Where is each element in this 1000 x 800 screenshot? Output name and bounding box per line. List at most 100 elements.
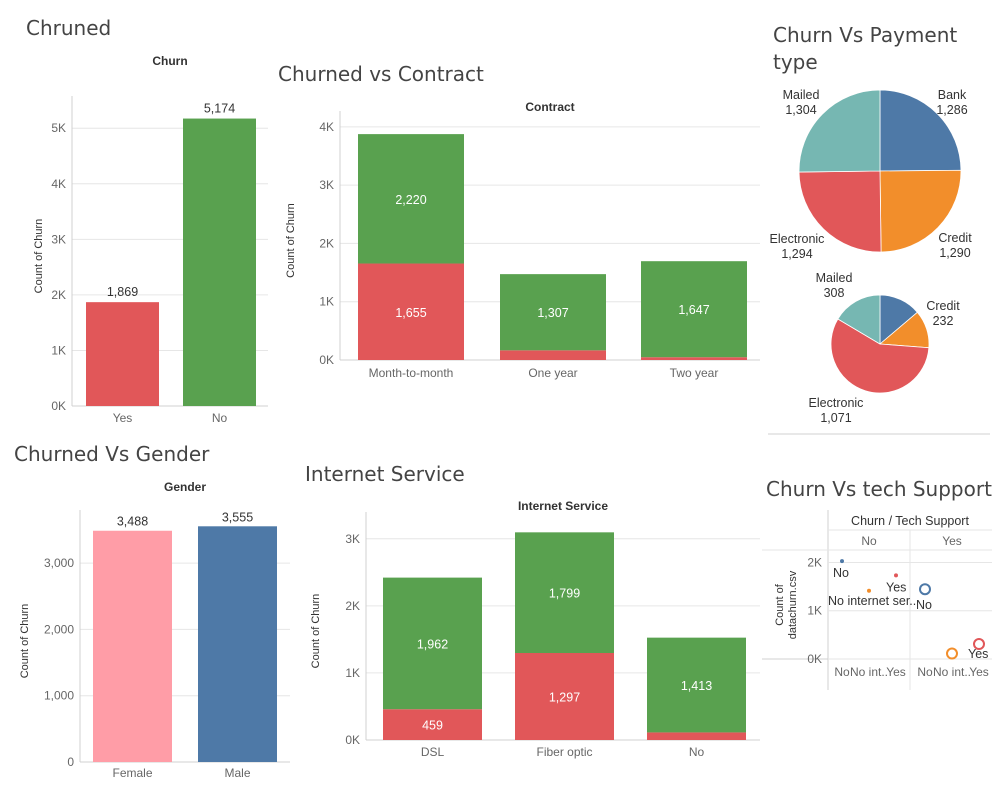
internet-ytick-label: 3K (345, 532, 360, 546)
contract-segment-label: 2,220 (395, 193, 426, 207)
tech-x-tick-label: Yes (969, 665, 989, 679)
gender-x-tick-label: Male (224, 766, 250, 780)
contract-x-tick-label: Month-to-month (369, 366, 454, 380)
payment-slice-name: Electronic (770, 232, 825, 246)
tech-y-axis-title-line1: Count of (774, 583, 786, 626)
gender-ytick-label: 3,000 (44, 556, 74, 570)
internet-bar-segment (647, 732, 746, 740)
tech-y-axis-title-line2: datachurn.csv (787, 570, 799, 639)
tech-point (973, 638, 985, 651)
churned-value-label: 1,869 (107, 285, 138, 299)
tech-point-label: No internet ser.. (828, 594, 916, 608)
gender-header: Gender (164, 480, 206, 494)
payment-pie-slice-electronic (798, 170, 882, 253)
payment-slice-name: Mailed (816, 271, 853, 285)
internet-ytick-label: 1K (345, 666, 360, 680)
internet-segment-label: 1,297 (549, 691, 580, 705)
contract-bar-segment (500, 350, 606, 360)
internet-bar-segment (383, 577, 482, 710)
tech-panel-label: No (861, 534, 877, 548)
tech-point-label: Yes (886, 580, 906, 594)
internet-bar-segment (515, 532, 614, 654)
tech-ytick-label: 2K (807, 555, 822, 569)
tech-ytick-label: 1K (807, 604, 822, 618)
churned-ytick-label: 2K (51, 288, 66, 302)
churned-header: Churn (152, 54, 187, 68)
tech-x-tick-label: No int.. (850, 665, 888, 679)
tech-ytick-label: 0K (807, 652, 822, 666)
payment-pie-slice-mailed (837, 294, 881, 345)
tech-point-label: No (833, 566, 849, 580)
gender-ytick-label: 2,000 (44, 622, 74, 636)
contract-segment-label: 1,655 (395, 306, 426, 320)
tech-x-tick-label: Yes (886, 665, 906, 679)
payment-slice-value: 1,290 (939, 246, 970, 260)
contract-ytick-label: 1K (319, 295, 334, 309)
internet-bar-segment (647, 637, 746, 733)
payment-slice-value: 1,071 (820, 411, 851, 425)
internet-x-tick-label: Fiber optic (536, 745, 592, 759)
payment-slice-value: 1,294 (781, 247, 812, 261)
internet-ytick-label: 2K (345, 599, 360, 613)
churned-ytick-label: 1K (51, 343, 66, 357)
chart-title-contract: Churned vs Contract (278, 62, 484, 86)
payment-slice-value: 232 (933, 314, 954, 328)
contract-ytick-label: 3K (319, 178, 334, 192)
gender-y-axis-title: Count of Churn (19, 604, 31, 679)
contract-bar-segment (641, 357, 747, 360)
tech-panel-label: Yes (942, 534, 962, 548)
tech-point (894, 573, 898, 578)
contract-y-axis-title: Count of Churn (285, 203, 297, 278)
internet-bar-segment (383, 709, 482, 740)
gender-value-label: 3,555 (222, 510, 253, 524)
contract-segment-label: 1,647 (678, 303, 709, 317)
contract-ytick-label: 2K (319, 236, 334, 250)
chart-title-churned: Chruned (26, 16, 112, 40)
gender-bar-female (93, 530, 172, 762)
gender-x-tick-label: Female (112, 766, 152, 780)
tech-point (946, 647, 958, 660)
tech-point (867, 588, 871, 593)
gender-ytick-label: 1,000 (44, 689, 74, 703)
contract-ytick-label: 0K (319, 353, 334, 367)
chart-title-payment: Churn Vs Payment type (773, 23, 958, 74)
contract-x-tick-label: Two year (670, 366, 719, 380)
tech-x-tick-label: No int.. (933, 665, 971, 679)
internet-y-axis-title: Count of Churn (310, 594, 322, 669)
tech-point-label: Yes (968, 647, 988, 661)
contract-bar-segment (358, 263, 464, 360)
gender-value-label: 3,488 (117, 515, 148, 529)
churned-x-tick-label: Yes (113, 411, 133, 425)
payment-slice-value: 308 (824, 286, 845, 300)
churned-value-label: 5,174 (204, 102, 235, 116)
internet-x-tick-label: No (689, 745, 705, 759)
contract-bar-segment (641, 261, 747, 358)
tech-x-tick-label: No (834, 665, 850, 679)
payment-slice-name: Bank (938, 88, 967, 102)
tech-point (840, 559, 844, 564)
tech-point-label: No (916, 598, 932, 612)
chart-title-internet: Internet Service (305, 462, 465, 486)
churned-ytick-label: 0K (51, 399, 66, 413)
gender-ytick-label: 0 (67, 755, 74, 769)
churned-bar-no (183, 118, 256, 407)
internet-header: Internet Service (518, 499, 608, 513)
internet-bar-segment (515, 653, 614, 740)
payment-slice-name: Credit (926, 299, 960, 313)
internet-ytick-label: 0K (345, 733, 360, 747)
chart-title-techsupport: Churn Vs tech Support (766, 477, 992, 501)
tech-point (919, 583, 931, 596)
payment-slice-value: 1,304 (785, 103, 816, 117)
payment-pie-slice-credit (879, 169, 962, 253)
contract-bar-segment (500, 274, 606, 351)
contract-x-tick-label: One year (528, 366, 577, 380)
payment-slice-name: Credit (938, 231, 972, 245)
churned-x-tick-label: No (212, 411, 228, 425)
tech-header: Churn / Tech Support (851, 514, 969, 528)
internet-segment-label: 1,799 (549, 587, 580, 601)
